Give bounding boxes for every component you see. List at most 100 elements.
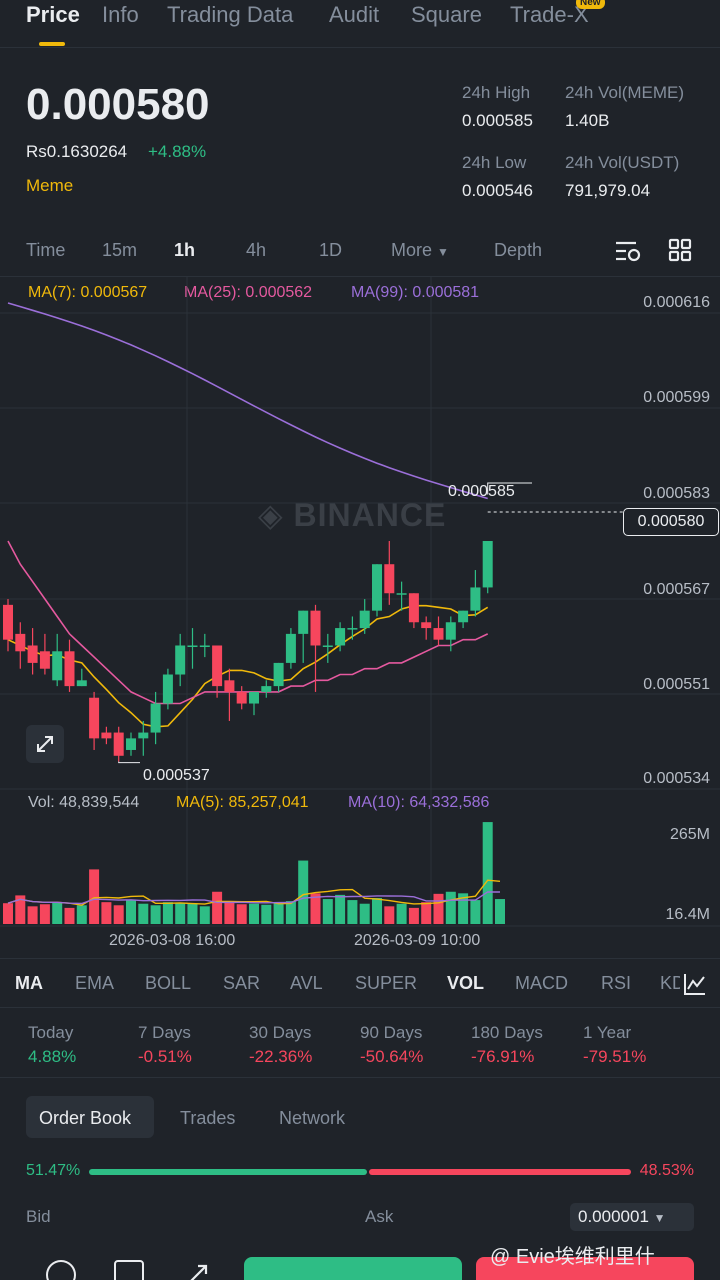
binance-watermark: ◈ BINANCE — [258, 496, 446, 534]
divider — [0, 1077, 720, 1078]
candle[interactable] — [64, 651, 75, 687]
candle[interactable] — [396, 593, 407, 595]
candle[interactable] — [52, 651, 63, 681]
price-axis-label: 0.000583 — [643, 485, 710, 502]
volume-bar — [212, 891, 223, 924]
precision-dropdown[interactable]: 0.000001 ▼ — [570, 1203, 694, 1231]
tab-audit[interactable]: Audit — [329, 2, 380, 27]
interval-15m[interactable]: 15m — [102, 240, 138, 260]
candlestick-chart[interactable] — [0, 276, 720, 956]
perf-value: -76.91% — [471, 1047, 535, 1066]
volume-bar — [421, 902, 432, 924]
candle[interactable] — [3, 604, 13, 640]
tab-network[interactable]: Network — [279, 1108, 346, 1128]
indicator-ma[interactable]: MA — [15, 973, 43, 993]
candle[interactable] — [199, 645, 210, 647]
candle[interactable] — [298, 610, 309, 634]
tab-order-book[interactable]: Order Book — [39, 1108, 132, 1128]
candle[interactable] — [236, 691, 247, 704]
category-tag[interactable]: Meme — [26, 176, 74, 195]
candle[interactable] — [372, 564, 382, 611]
tab-order-book-bg[interactable] — [26, 1096, 154, 1138]
volume-bar — [76, 905, 87, 924]
chat-icon[interactable] — [46, 1260, 76, 1280]
chart-settings-icon[interactable] — [614, 238, 642, 264]
candle[interactable] — [261, 686, 272, 692]
price-axis-label: 0.000534 — [643, 770, 710, 787]
candle[interactable] — [249, 691, 259, 704]
tab-trading-data[interactable]: Trading Data — [167, 2, 294, 27]
candle[interactable] — [138, 732, 149, 739]
candle[interactable] — [212, 645, 223, 687]
candle[interactable] — [445, 622, 456, 640]
candle[interactable] — [408, 593, 419, 623]
tab-price[interactable]: Price — [26, 2, 80, 27]
candle[interactable] — [421, 622, 432, 629]
current-price-marker: 0.000580 — [623, 508, 719, 536]
convert-icon[interactable] — [182, 1260, 212, 1280]
buy-button[interactable] — [244, 1257, 462, 1280]
candle[interactable] — [150, 703, 161, 733]
bid-ratio-bar — [89, 1169, 367, 1175]
candle[interactable] — [359, 610, 370, 629]
volume-bar — [458, 893, 469, 924]
sell-button[interactable] — [476, 1257, 694, 1280]
candle[interactable] — [126, 738, 136, 750]
candle[interactable] — [458, 610, 469, 623]
candle[interactable] — [482, 541, 493, 588]
more-apps-icon[interactable] — [114, 1260, 144, 1280]
indicator-macd[interactable]: MACD — [515, 973, 568, 993]
candle[interactable] — [101, 732, 112, 739]
candle[interactable] — [273, 662, 284, 687]
tab-info[interactable]: Info — [102, 2, 139, 27]
indicator-settings-icon[interactable] — [682, 971, 708, 997]
indicator-sar[interactable]: SAR — [223, 973, 261, 993]
indicator-kd[interactable]: KD — [660, 973, 680, 993]
bid-ratio: 51.47% — [26, 1162, 81, 1179]
candle[interactable] — [347, 628, 358, 630]
candle[interactable] — [310, 610, 321, 646]
indicator-ema[interactable]: EMA — [75, 973, 115, 993]
candle[interactable] — [27, 645, 38, 663]
watermark-text: BINANCE — [293, 497, 447, 533]
interval-4h[interactable]: 4h — [246, 240, 267, 260]
candle[interactable] — [15, 633, 26, 652]
interval-1d[interactable]: 1D — [319, 240, 343, 260]
candle[interactable] — [384, 564, 395, 594]
indicator-rsi[interactable]: RSI — [601, 973, 632, 993]
depth-tab[interactable]: Depth — [494, 240, 543, 260]
candle[interactable] — [322, 645, 333, 647]
indicator-vol[interactable]: VOL — [447, 973, 485, 993]
candle[interactable] — [76, 680, 87, 687]
candle[interactable] — [175, 645, 186, 675]
vol-base-label: 24h Vol(MEME) — [565, 83, 685, 102]
volume-bar — [150, 905, 161, 924]
interval-more[interactable]: More ▼ — [391, 240, 449, 261]
candle[interactable] — [89, 697, 100, 739]
layout-grid-icon[interactable] — [668, 238, 692, 262]
candle[interactable] — [285, 633, 296, 663]
bid-column-header: Bid — [26, 1207, 51, 1226]
indicator-boll[interactable]: BOLL — [145, 973, 192, 993]
candle[interactable] — [470, 587, 481, 611]
candle[interactable] — [224, 680, 235, 692]
candle[interactable] — [433, 628, 444, 640]
perf-value: -22.36% — [249, 1047, 313, 1066]
fiat-price: Rs0.1630264 — [26, 142, 128, 161]
interval-time[interactable]: Time — [26, 240, 66, 260]
tab-square[interactable]: Square — [411, 2, 482, 27]
tab-trades[interactable]: Trades — [180, 1108, 236, 1128]
indicator-super[interactable]: SUPER — [355, 973, 418, 993]
candle[interactable] — [162, 674, 173, 704]
price-change: +4.88% — [148, 142, 207, 161]
fullscreen-button[interactable] — [26, 725, 64, 763]
candle[interactable] — [39, 651, 50, 669]
interval-1h[interactable]: 1h — [174, 240, 196, 260]
indicator-avl[interactable]: AVL — [290, 973, 323, 993]
candle[interactable] — [113, 732, 124, 756]
candle[interactable] — [187, 645, 198, 647]
volume-bar — [175, 903, 186, 924]
candle[interactable] — [335, 628, 346, 646]
tab-trade-x[interactable]: Trade-X — [510, 2, 589, 27]
volume-bar — [322, 899, 333, 924]
